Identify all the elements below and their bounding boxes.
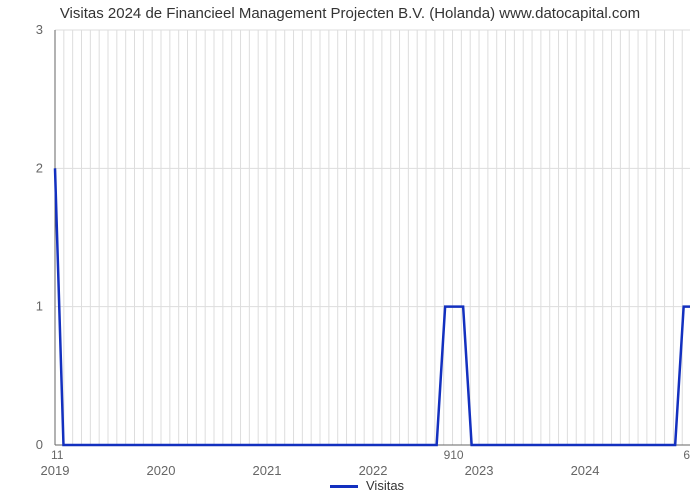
- data-label: 910: [444, 448, 464, 462]
- x-tick-label: 2020: [147, 463, 176, 478]
- y-tick-label: 3: [36, 22, 43, 37]
- legend-label: Visitas: [366, 478, 405, 493]
- line-chart: Visitas 2024 de Financieel Management Pr…: [0, 0, 700, 500]
- y-tick-label: 0: [36, 437, 43, 452]
- x-tick-label: 2022: [359, 463, 388, 478]
- y-tick-label: 1: [36, 299, 43, 314]
- data-label: 11: [51, 448, 64, 462]
- x-tick-label: 2023: [465, 463, 494, 478]
- chart-title: Visitas 2024 de Financieel Management Pr…: [60, 5, 640, 22]
- y-tick-label: 2: [36, 160, 43, 175]
- x-tick-label: 2019: [41, 463, 70, 478]
- x-tick-label: 2024: [571, 463, 600, 478]
- data-label: 6: [683, 448, 690, 462]
- x-tick-label: 2021: [253, 463, 282, 478]
- chart-bg: [0, 0, 700, 500]
- legend-swatch: [330, 485, 358, 488]
